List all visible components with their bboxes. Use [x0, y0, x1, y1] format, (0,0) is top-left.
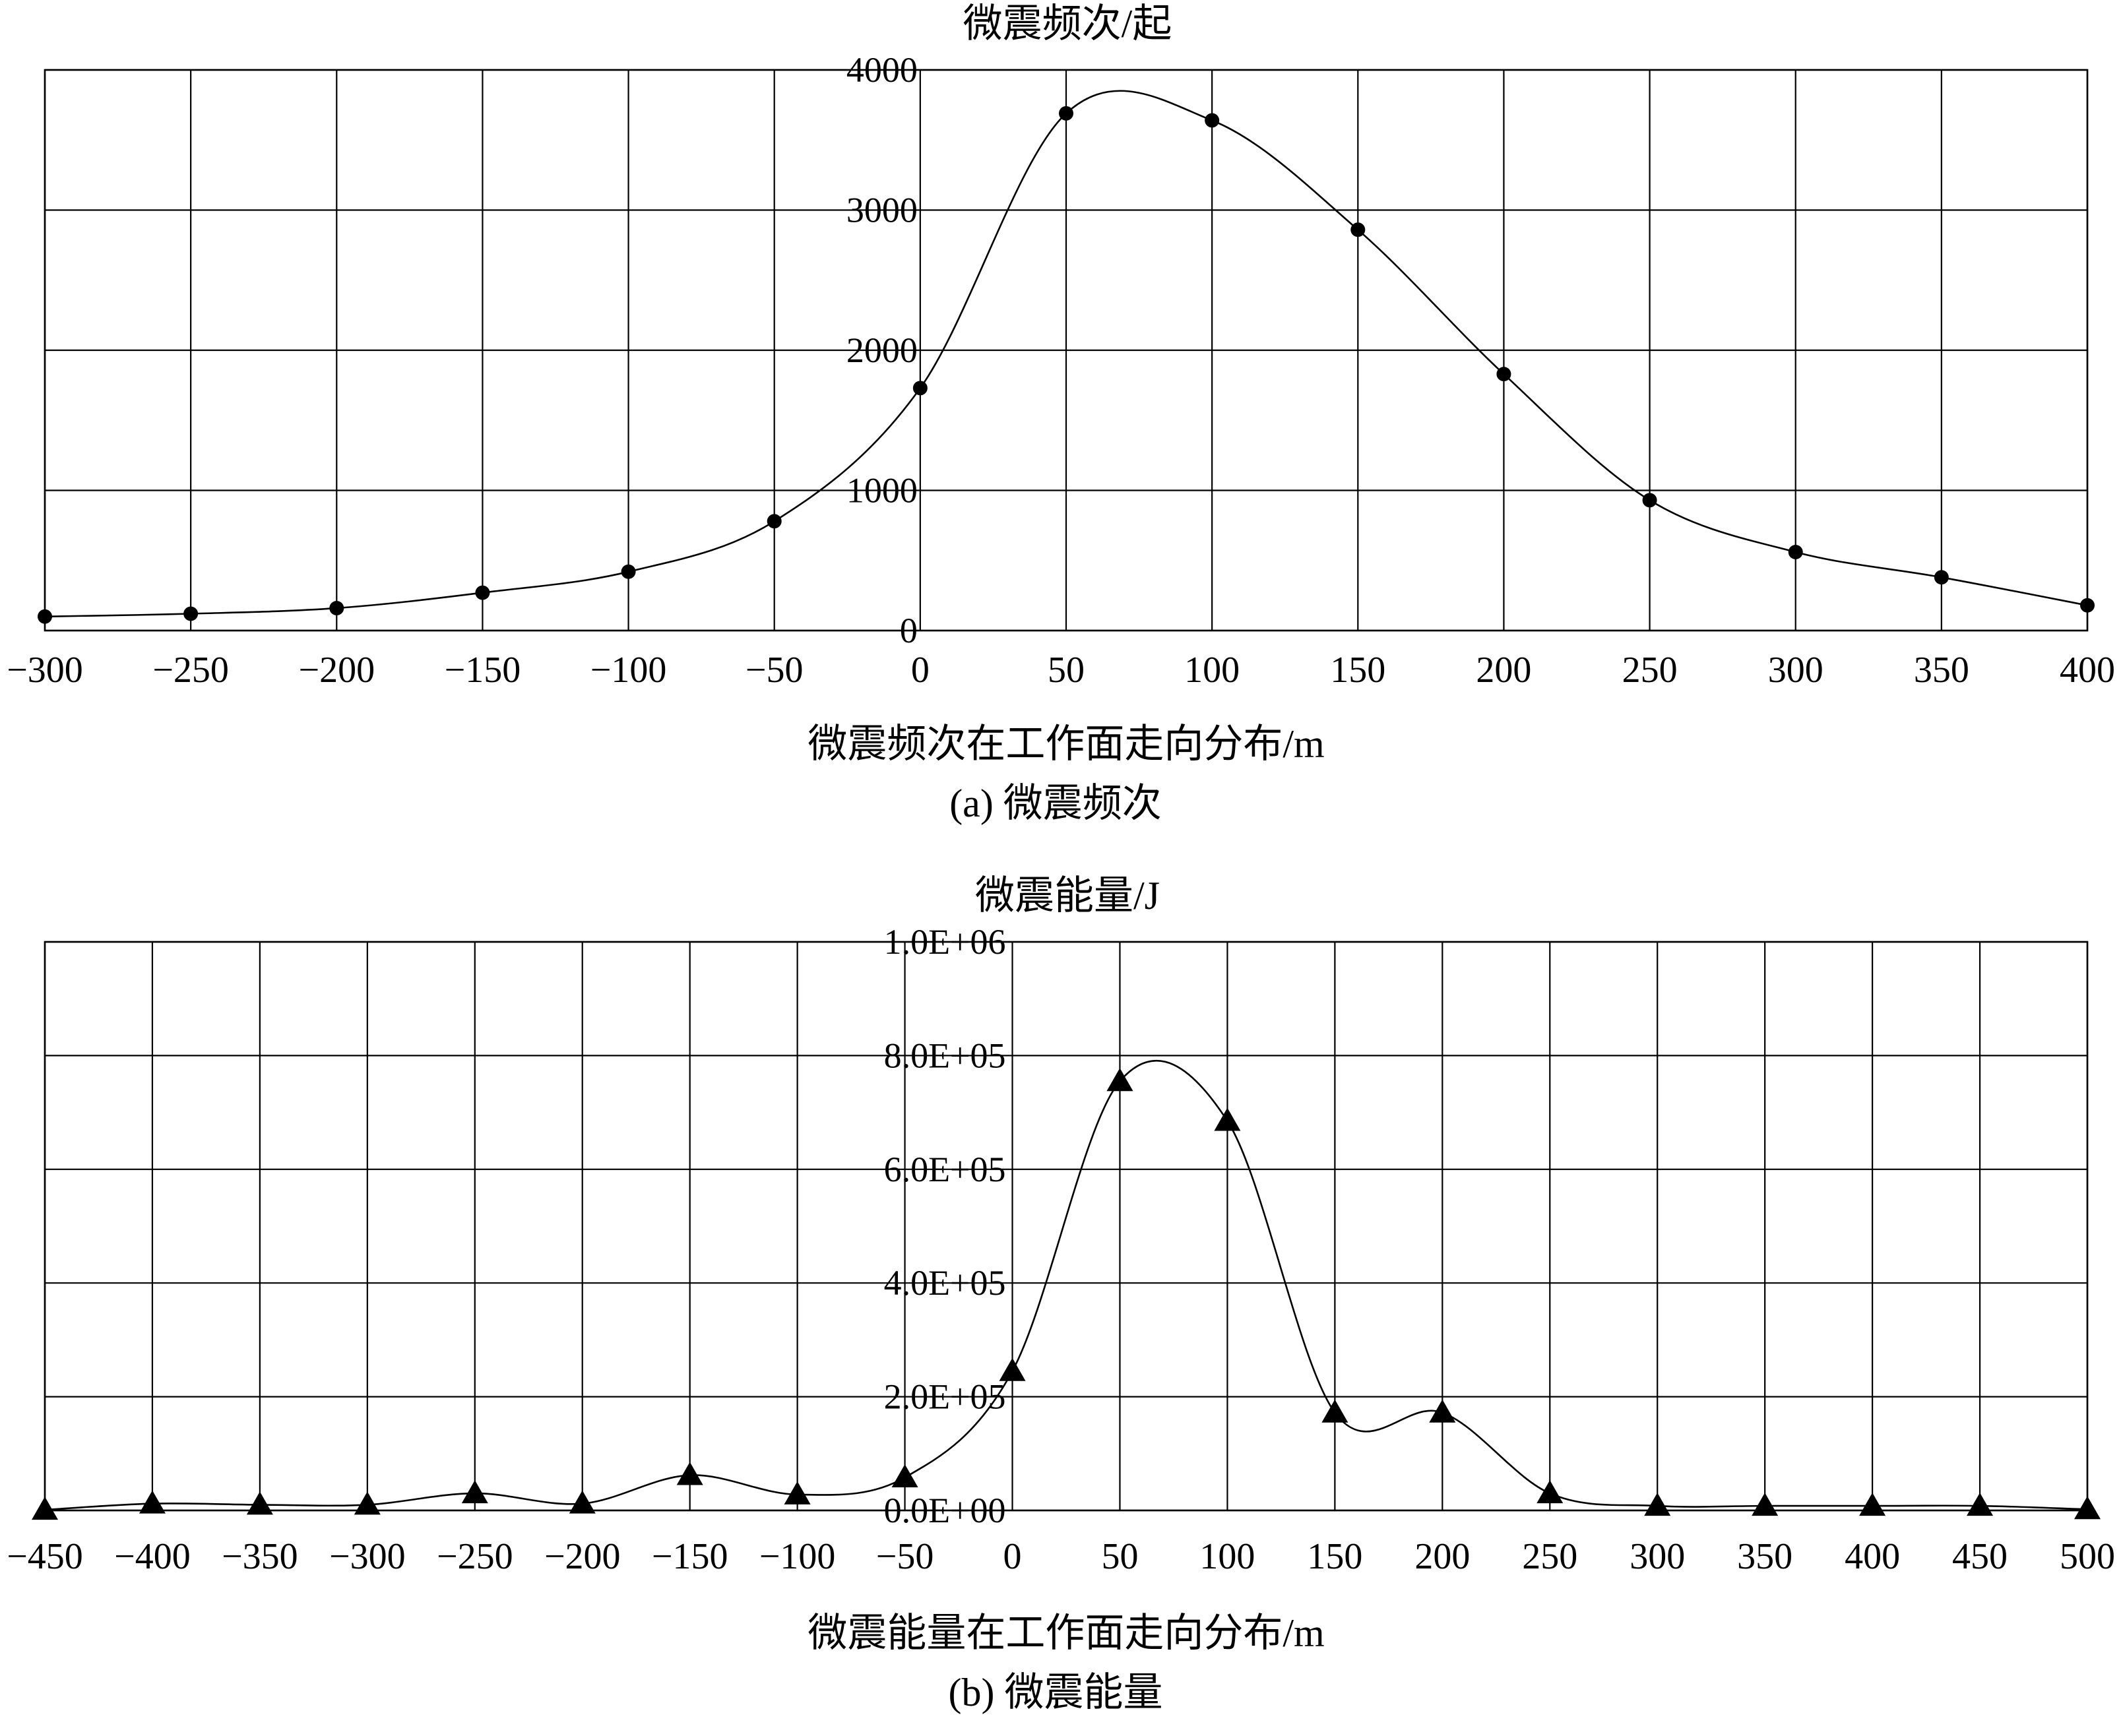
- x-tick-label: 50: [1101, 1536, 1138, 1577]
- y-tick-label: 4000: [846, 50, 918, 90]
- data-point: [1496, 367, 1511, 382]
- x-tick-label: −150: [652, 1536, 728, 1577]
- data-point: [354, 1491, 381, 1515]
- data-point: [475, 585, 490, 600]
- x-tick-label: −250: [437, 1536, 513, 1577]
- x-tick-label: −300: [7, 650, 83, 691]
- data-point: [676, 1462, 703, 1485]
- data-point: [1106, 1068, 1133, 1092]
- data-point: [38, 609, 52, 624]
- data-point: [569, 1490, 596, 1514]
- x-tick-label: −400: [114, 1536, 191, 1577]
- y-tick-label: 3000: [846, 191, 918, 230]
- data-point: [1321, 1399, 1348, 1423]
- y-tick-label: 0.0E+00: [884, 1491, 1006, 1530]
- y-axis-label: 微震能量/J: [975, 874, 1160, 917]
- y-tick-label: 1.0E+06: [884, 922, 1006, 962]
- x-tick-label: 150: [1330, 650, 1385, 691]
- data-point: [1859, 1493, 1886, 1516]
- data-point: [1934, 570, 1949, 585]
- x-tick-label: −100: [590, 650, 667, 691]
- x-tick-label: 400: [1845, 1536, 1900, 1577]
- data-point: [32, 1497, 58, 1520]
- x-tick-label: 0: [911, 650, 930, 691]
- y-tick-label: 4.0E+05: [884, 1263, 1006, 1303]
- data-point: [912, 381, 928, 396]
- x-tick-label: −250: [152, 650, 229, 691]
- data-point: [1537, 1480, 1564, 1504]
- x-tick-label: −150: [445, 650, 521, 691]
- data-point: [621, 564, 636, 579]
- data-point: [1350, 222, 1366, 237]
- data-point: [1059, 106, 1073, 121]
- chart-caption: (a) 微震频次: [949, 782, 1162, 825]
- x-tick-label: 300: [1768, 650, 1823, 691]
- data-point: [329, 601, 344, 615]
- x-tick-label: 350: [1914, 650, 1969, 691]
- x-tick-label: 150: [1307, 1536, 1362, 1577]
- data-point: [767, 514, 782, 529]
- x-tick-label: −50: [745, 650, 804, 691]
- chart-microseism-frequency: −300 −250 −200 −150 −100 −50 0 50 100 150 200 250 30…: [7, 2, 2115, 825]
- x-tick-label: 350: [1737, 1536, 1792, 1577]
- x-tick-label: 200: [1476, 650, 1531, 691]
- y-tick-label: 8.0E+05: [884, 1036, 1006, 1075]
- y-tick-label: 2000: [846, 330, 918, 370]
- data-point: [246, 1491, 273, 1515]
- data-point: [183, 606, 199, 621]
- plot-frame: [44, 941, 2089, 1512]
- y-tick-label: 0: [900, 611, 918, 650]
- data-point: [2074, 1496, 2101, 1520]
- y-tick-label: 6.0E+05: [884, 1150, 1006, 1189]
- y-tick-label: 2.0E+05: [884, 1377, 1006, 1417]
- data-point: [1644, 1493, 1671, 1516]
- data-point: [2080, 598, 2095, 613]
- x-tick-label: 100: [1199, 1536, 1255, 1577]
- series-line: [44, 1060, 2088, 1511]
- x-tick-label: −450: [7, 1536, 83, 1577]
- x-tick-label: 100: [1184, 650, 1240, 691]
- x-tick-label: −350: [222, 1536, 298, 1577]
- data-point: [1642, 493, 1657, 508]
- y-axis-label: 微震频次/起: [963, 2, 1172, 46]
- data-point: [1214, 1107, 1241, 1131]
- x-tick-label: 400: [2060, 650, 2115, 691]
- x-tick-label: 450: [1952, 1536, 2008, 1577]
- x-tick-label: −300: [329, 1536, 406, 1577]
- x-axis-label: 微震能量在工作面走向分布/m: [808, 1611, 1324, 1655]
- x-tick-label: 200: [1414, 1536, 1470, 1577]
- x-tick-label: −200: [544, 1536, 621, 1577]
- y-tick-label: 1000: [846, 471, 918, 511]
- data-point: [1752, 1493, 1779, 1516]
- data-point: [461, 1480, 488, 1504]
- x-tick-label: 300: [1630, 1536, 1685, 1577]
- x-tick-label: −200: [298, 650, 375, 691]
- plot-frame: [44, 69, 2089, 632]
- x-axis-label: 微震频次在工作面走向分布/m: [808, 722, 1324, 766]
- data-point: [1788, 545, 1803, 559]
- x-tick-label: 250: [1622, 650, 1678, 691]
- data-point: [1967, 1493, 1994, 1516]
- x-tick-label: 500: [2060, 1536, 2115, 1577]
- x-tick-label: 50: [1048, 650, 1085, 691]
- data-point: [999, 1357, 1026, 1381]
- x-tick-label: −100: [759, 1536, 836, 1577]
- x-tick-label: 250: [1522, 1536, 1577, 1577]
- data-point: [1429, 1399, 1456, 1423]
- x-tick-label: −50: [876, 1536, 934, 1577]
- x-tick-label: 0: [1003, 1536, 1022, 1577]
- chart-microseism-energy: −450 −400 −350 −300 −250 −200 −150 −100 −50 0 50 10…: [7, 874, 2115, 1714]
- data-point: [139, 1490, 166, 1514]
- data-point: [891, 1464, 918, 1488]
- chart-caption: (b) 微震能量: [949, 1671, 1163, 1714]
- data-point: [1205, 113, 1220, 128]
- data-point: [784, 1481, 811, 1504]
